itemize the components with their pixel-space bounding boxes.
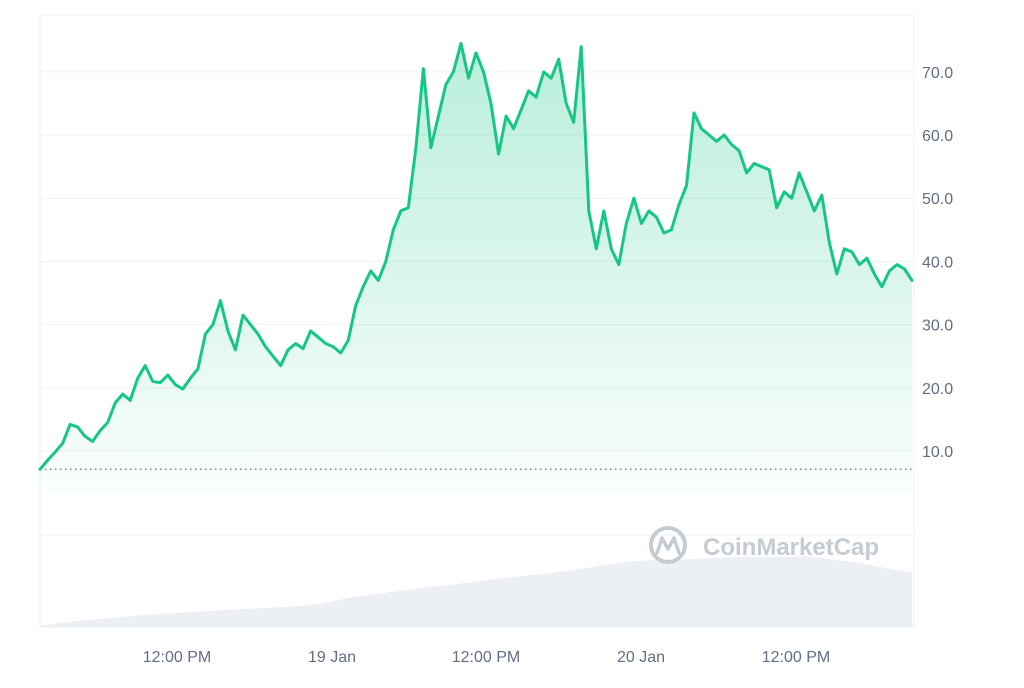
volume-path [40,556,912,627]
watermark-text: CoinMarketCap [703,534,879,561]
volume-area [40,556,912,627]
y-tick-label-1: 20.0 [922,381,953,398]
x-tick-label-4: 12:00 PM [762,649,830,666]
y-axis: 10.0 20.0 30.0 40.0 50.0 60.0 70.0 [922,65,953,461]
y-tick-label-5: 60.0 [922,128,953,145]
y-tick-label-6: 70.0 [922,65,953,82]
y-tick-label-2: 30.0 [922,318,953,335]
x-axis: 12:00 PM 19 Jan 12:00 PM 20 Jan 12:00 PM [143,649,830,666]
x-tick-label-1: 19 Jan [308,649,356,666]
price-area [40,43,912,493]
price-series [38,41,914,471]
y-tick-label-3: 40.0 [922,254,953,271]
watermark: CoinMarketCap [649,526,879,564]
y-tick-label-4: 50.0 [922,191,953,208]
x-tick-label-3: 20 Jan [617,649,665,666]
x-tick-label-0: 12:00 PM [143,649,211,666]
x-tick-label-2: 12:00 PM [452,649,520,666]
price-line[interactable] [38,41,914,471]
y-tick-label-0: 10.0 [922,444,953,461]
coinmarketcap-logo-icon [649,526,687,564]
price-area-fill [40,43,912,493]
